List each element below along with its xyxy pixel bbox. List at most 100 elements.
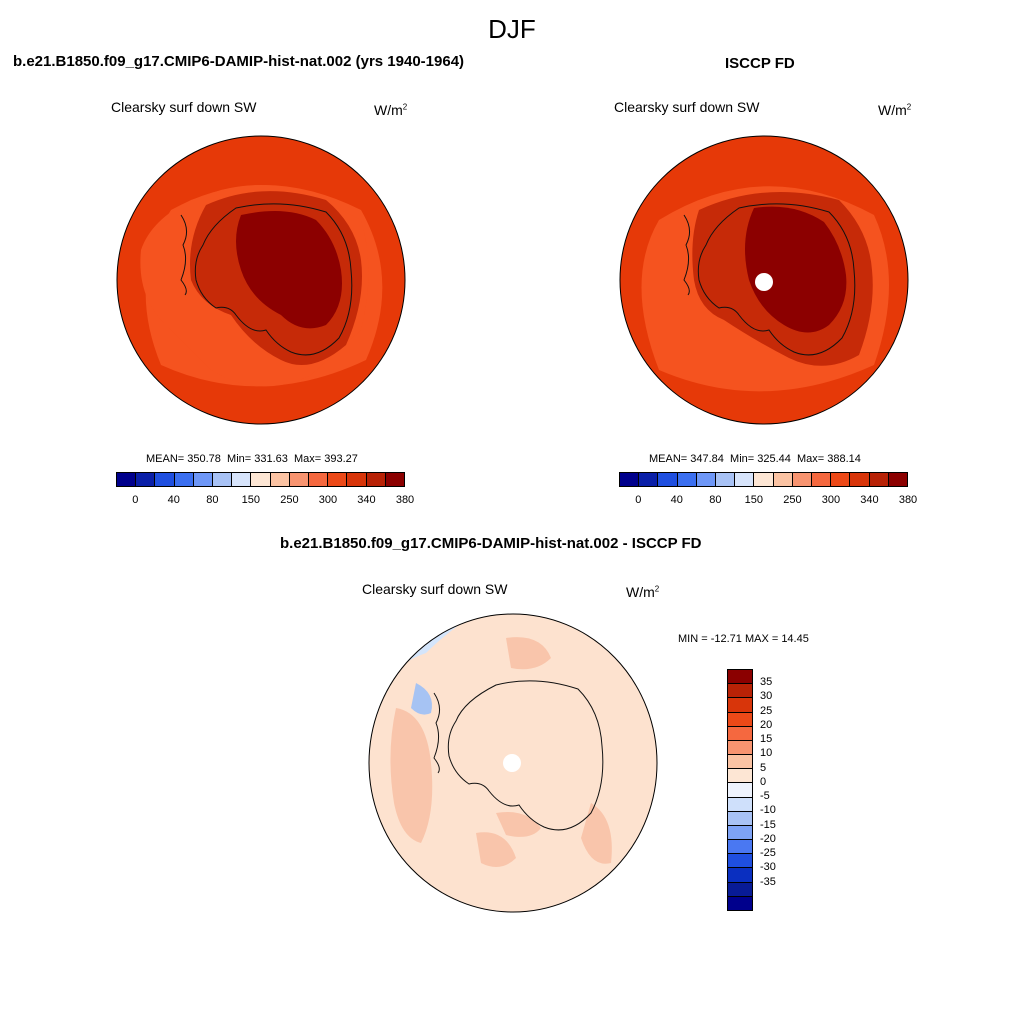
colorbar-swatch [812, 473, 832, 486]
colorbar-swatch [366, 473, 386, 486]
colorbar-tick-label: 5 [760, 761, 767, 774]
colorbar-tick-label: -35 [760, 875, 776, 888]
colorbar-tick-label: 250 [783, 494, 802, 506]
peninsula-coastline [683, 214, 690, 296]
colorbar-swatch [728, 698, 752, 713]
panel-2-variable: Clearsky surf down SW [614, 99, 760, 115]
panel-1-variable: Clearsky surf down SW [111, 99, 257, 115]
antarctica-coastline [447, 680, 604, 831]
colorbar-swatch [728, 769, 752, 784]
colorbar-swatch [728, 712, 752, 727]
colorbar-swatch [696, 473, 717, 486]
polar-data-gap [755, 273, 773, 291]
colorbar-swatch [850, 473, 870, 486]
panel-1-stats: MEAN= 350.78 Min= 331.63 Max= 393.27 [146, 453, 358, 465]
colorbar-swatch [888, 473, 908, 486]
antarctica-coastline [194, 203, 353, 356]
colorbar-swatch [754, 473, 774, 486]
panel-2-title: ISCCP FD [725, 55, 795, 72]
colorbar-tick-label: 150 [744, 494, 764, 506]
panel-3-colorbar-ticks: 35 30 25 20 15 10 5 0 -5 -10 -15 -20 -25 -30 -35 [760, 669, 800, 911]
peninsula-coastline [180, 214, 187, 296]
panel-3-colorbar [727, 669, 753, 911]
colorbar-swatch [831, 473, 851, 486]
antarctica-coastline [697, 203, 856, 356]
colorbar-tick-label: 30 [760, 690, 773, 703]
colorbar-swatch [728, 740, 752, 756]
colorbar-tick-label: -20 [760, 832, 776, 845]
panel-2-colorbar-ticks: 0 40 80 150 250 300 340 380 [619, 494, 917, 508]
colorbar-swatch [117, 473, 137, 486]
positive-anomaly-north [506, 637, 551, 670]
colorbar-tick-label: 380 [395, 494, 415, 506]
colorbar-swatch [728, 797, 752, 812]
colorbar-swatch [155, 473, 175, 486]
colorbar-swatch [309, 473, 329, 486]
colorbar-tick-label: 40 [167, 494, 180, 506]
colorbar-tick-label: 340 [357, 494, 376, 506]
colorbar-tick-label: 35 [760, 676, 773, 689]
colorbar-tick-label: 25 [760, 704, 773, 717]
colorbar-tick-label: 380 [898, 494, 918, 506]
colorbar-tick-label: -15 [760, 818, 776, 831]
colorbar-swatch [213, 473, 233, 486]
colorbar-tick-label: 0 [132, 494, 139, 506]
colorbar-swatch [639, 473, 659, 486]
panel-1-map [116, 135, 406, 425]
peninsula-coastline [433, 692, 440, 774]
colorbar-swatch [174, 473, 194, 486]
colorbar-swatch [270, 473, 290, 486]
panel-1-colorbar-ticks: 0 40 80 150 250 300 340 380 [116, 494, 414, 508]
panel-3-units: W/m2 [626, 584, 660, 600]
colorbar-tick-label: 300 [318, 494, 338, 506]
panel-2-stats: MEAN= 347.84 Min= 325.44 Max= 388.14 [649, 453, 861, 465]
colorbar-tick-label: 250 [280, 494, 299, 506]
colorbar-swatch [735, 473, 755, 486]
negative-anomaly-strong [411, 683, 432, 715]
colorbar-swatch [728, 783, 752, 798]
interior-maximum [236, 211, 342, 329]
colorbar-swatch [728, 684, 752, 699]
colorbar-swatch [620, 473, 640, 486]
colorbar-swatch [289, 473, 310, 486]
colorbar-swatch [869, 473, 889, 486]
colorbar-swatch [728, 670, 752, 685]
colorbar-swatch [251, 473, 271, 486]
colorbar-swatch [792, 473, 813, 486]
polar-data-gap [503, 754, 521, 772]
colorbar-swatch [728, 854, 752, 869]
colorbar-tick-label: -10 [760, 804, 776, 817]
panel-1-units: W/m2 [374, 102, 408, 118]
panel-3-title: b.e21.B1850.f09_g17.CMIP6-DAMIP-hist-nat… [280, 535, 702, 552]
colorbar-tick-label: 300 [821, 494, 841, 506]
panel-2-colorbar [619, 472, 908, 487]
colorbar-swatch [385, 473, 405, 486]
colorbar-swatch [658, 473, 678, 486]
colorbar-swatch [728, 755, 752, 770]
colorbar-tick-label: 150 [241, 494, 261, 506]
colorbar-swatch [136, 473, 156, 486]
colorbar-tick-label: 10 [760, 747, 773, 760]
colorbar-swatch [193, 473, 214, 486]
colorbar-swatch [328, 473, 348, 486]
panel-3-map [368, 613, 658, 913]
colorbar-tick-label: -30 [760, 861, 776, 874]
colorbar-tick-label: -25 [760, 847, 776, 860]
colorbar-tick-label: 0 [760, 775, 767, 788]
colorbar-tick-label: 340 [860, 494, 879, 506]
colorbar-tick-label: 15 [760, 733, 773, 746]
panel-1-colorbar [116, 472, 405, 487]
colorbar-tick-label: 40 [670, 494, 683, 506]
panel-3-minmax: MIN = -12.71 MAX = 14.45 [678, 633, 809, 645]
panel-2-units: W/m2 [878, 102, 912, 118]
colorbar-swatch [677, 473, 697, 486]
positive-anomaly-south [476, 832, 516, 867]
colorbar-swatch [347, 473, 367, 486]
colorbar-tick-label: 0 [635, 494, 642, 506]
colorbar-swatch [773, 473, 793, 486]
positive-anomaly-east [581, 803, 612, 864]
panel-1-title: b.e21.B1850.f09_g17.CMIP6-DAMIP-hist-nat… [13, 53, 465, 70]
colorbar-tick-label: -5 [760, 790, 770, 803]
colorbar-tick-label: 20 [760, 718, 773, 731]
colorbar-swatch [728, 882, 752, 897]
